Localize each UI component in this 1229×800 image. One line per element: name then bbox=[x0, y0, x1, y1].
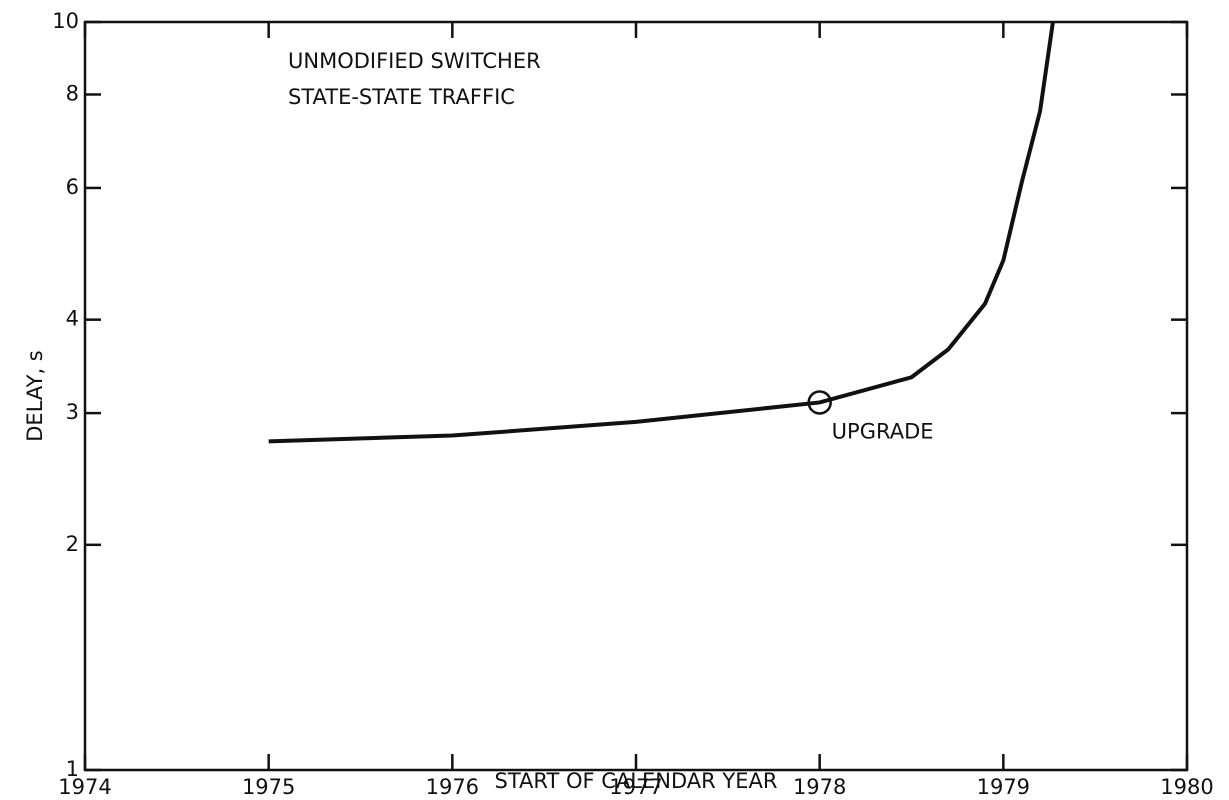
y-tick-label: 3 bbox=[66, 400, 79, 424]
marker-label: UPGRADE bbox=[832, 419, 934, 443]
annotation: UNMODIFIED SWITCHER bbox=[288, 49, 541, 73]
annotation: STATE-STATE TRAFFIC bbox=[288, 85, 515, 109]
plot-frame bbox=[83, 20, 1189, 772]
x-tick-label: 1976 bbox=[426, 775, 479, 799]
y-tick-label: 1 bbox=[66, 757, 79, 781]
y-tick-label: 8 bbox=[66, 81, 79, 105]
x-tick-label: 1978 bbox=[793, 775, 846, 799]
upgrade-marker bbox=[807, 390, 832, 415]
y-tick-label: 6 bbox=[66, 175, 79, 199]
x-tick-label: 1975 bbox=[242, 775, 295, 799]
x-axis-label: START OF CALENDAR YEAR bbox=[495, 769, 778, 793]
data-line bbox=[268, 21, 1055, 444]
y-axis-label: DELAY, s bbox=[23, 350, 47, 441]
x-tick-label: 1979 bbox=[977, 775, 1030, 799]
y-tick-label: 4 bbox=[66, 307, 79, 331]
y-tick-label: 2 bbox=[66, 532, 79, 556]
x-tick-label: 1974 bbox=[58, 775, 111, 799]
x-tick-label: 1980 bbox=[1160, 775, 1213, 799]
x-tick-label: 1977 bbox=[609, 775, 662, 799]
y-tick-label: 10 bbox=[52, 9, 79, 33]
